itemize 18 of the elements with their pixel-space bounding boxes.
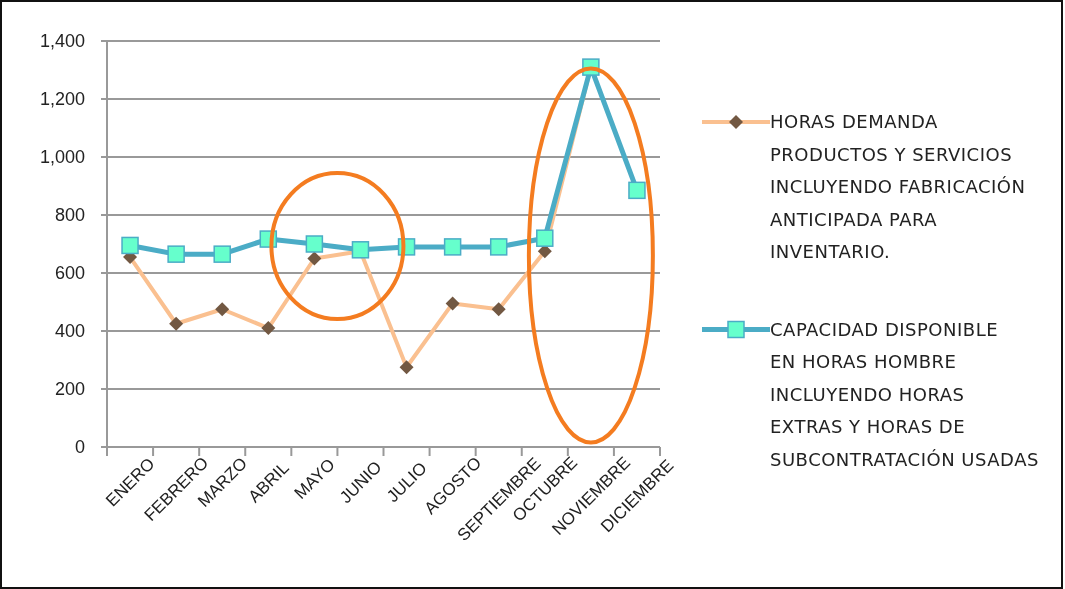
y-tick-label: 600 (54, 263, 85, 284)
point (121, 236, 139, 255)
y-tick-label: 1,400 (39, 31, 85, 52)
point (305, 235, 324, 253)
point (628, 181, 646, 200)
y-tick-label: 1,000 (39, 147, 85, 168)
y-tick-label: 800 (54, 205, 85, 226)
legend-label: HORAS DEMANDA PRODUCTOS Y SERVICIOS INCLUYENDO FABRICACIÓN ANTICIPADA PARA INVENTARIO. (770, 111, 1026, 262)
y-tick-label: 0 (74, 437, 85, 458)
point (443, 238, 462, 256)
point (213, 245, 231, 263)
point (167, 245, 185, 263)
y-tick-label: 1,200 (39, 89, 85, 110)
legend-label: CAPACIDAD DISPONIBLE EN HORAS HOMBRE INCLUYENDO HORAS EXTRAS Y HORAS DE SUBCONTRATACIÓN USADAS (770, 318, 1039, 470)
point (536, 229, 554, 247)
y-tick-label: 400 (54, 321, 85, 342)
point (489, 238, 508, 256)
y-tick-label: 200 (54, 379, 85, 400)
